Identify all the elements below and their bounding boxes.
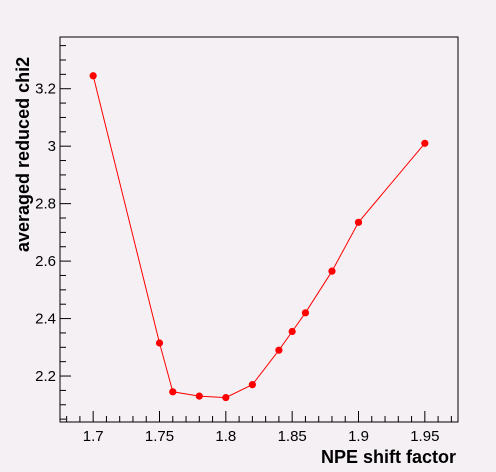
- x-tick-label: 1.9: [348, 428, 369, 445]
- y-tick-label: 2.2: [35, 368, 56, 385]
- data-point: [275, 346, 283, 354]
- data-point: [301, 309, 310, 317]
- data-point: [195, 392, 203, 400]
- data-point: [222, 393, 230, 402]
- x-axis-title: NPE shift factor: [321, 447, 456, 467]
- tick-labels: 1.7 1.75 1.8 1.85 1.9 1.95 2.2 2.4 2.6 2.8 3 3.2: [35, 81, 439, 445]
- x-tick-label: 1.75: [145, 428, 174, 445]
- y-tick-label: 3: [48, 138, 56, 155]
- data-point: [354, 218, 363, 226]
- data-point: [328, 267, 336, 275]
- plot-frame: [59, 36, 459, 423]
- data-point: [155, 339, 164, 347]
- series-line: [92, 75, 426, 399]
- data-point: [288, 327, 296, 336]
- data-point: [169, 388, 177, 396]
- y-tick-label: 2.6: [35, 253, 56, 270]
- series-layer: [89, 72, 429, 402]
- data-point: [421, 139, 429, 147]
- x-tick-label: 1.8: [215, 428, 236, 445]
- y-tick-label: 2.8: [35, 196, 56, 213]
- y-axis-title: averaged reduced chi2: [13, 57, 33, 252]
- data-point: [89, 72, 97, 80]
- x-tick-label: 1.7: [83, 428, 104, 445]
- x-tick-label: 1.95: [410, 428, 439, 445]
- x-tick-label: 1.85: [278, 428, 307, 445]
- major-ticks: [60, 88, 426, 422]
- y-tick-label: 3.2: [35, 81, 56, 98]
- data-point: [248, 381, 256, 389]
- y-tick-label: 2.4: [35, 311, 56, 328]
- minor-ticks: [60, 45, 452, 422]
